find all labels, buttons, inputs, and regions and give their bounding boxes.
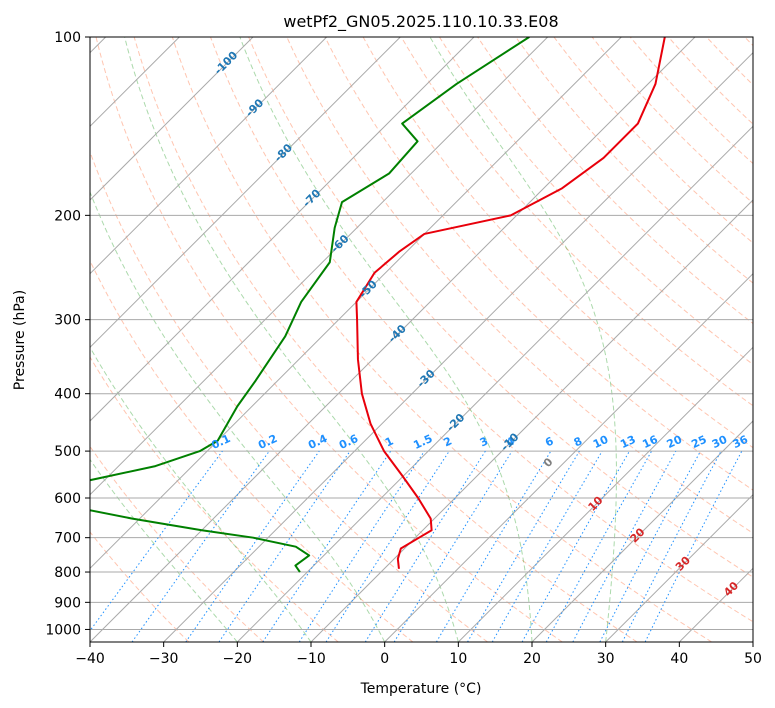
mixing-ratio-line: [325, 450, 450, 642]
y-tick-label: 900: [54, 595, 81, 611]
mixing-ratio-label: 16: [640, 433, 660, 451]
y-tick-label: 300: [54, 313, 81, 329]
mixing-ratio-line: [393, 450, 513, 642]
axes: −40 −30 −20 −10 0 10 20 30 40 50 100 200 300 400 500 60…: [45, 30, 762, 667]
dry-adiabat-line: [477, 37, 753, 325]
isotherm-line: [605, 493, 753, 642]
x-tick-label: −30: [149, 651, 179, 667]
y-tick-label: 200: [54, 208, 81, 224]
y-tick-label: 500: [54, 444, 81, 460]
dry-adiabat-line: [90, 531, 190, 642]
x-tick-label: 20: [523, 651, 541, 667]
dry-adiabat-line: [171, 37, 712, 642]
isotherm-line: [90, 37, 254, 201]
dry-adiabat-line: [133, 37, 638, 642]
x-tick-label: 40: [670, 651, 688, 667]
isotherm-line: [90, 37, 549, 496]
dry-adiabat-line: [210, 37, 753, 623]
moist-adiabat-line: [90, 458, 238, 642]
isotherm-line: [531, 420, 753, 642]
x-tick-label: 30: [597, 651, 615, 667]
mixing-ratio-label: 36: [731, 433, 751, 451]
dry-adiabat-line: [90, 259, 414, 642]
y-axis-label: Pressure (hPa): [12, 290, 28, 390]
isotherm-line: [90, 37, 328, 275]
x-axis-label: Temperature (°C): [360, 681, 482, 697]
dry-adiabat-line: [553, 37, 753, 244]
dry-adiabat-line: [95, 37, 563, 642]
mixing-ratio-label: 20: [665, 433, 685, 451]
isotherm-line: [384, 272, 753, 642]
isotherm-line: [457, 346, 753, 642]
mixing-ratio-line: [521, 450, 630, 642]
moist-adiabat-line: [90, 190, 386, 642]
dry-adiabat-line: [248, 37, 753, 578]
y-tick-label: 600: [54, 491, 81, 507]
mixing-ratio-line: [545, 450, 653, 642]
plot-frame: [89, 36, 754, 643]
dry-adiabat-line: [286, 37, 753, 534]
mixing-ratio-label: 10: [591, 433, 611, 451]
isotherm-line: [90, 37, 622, 570]
isotherm-line: [90, 37, 475, 422]
dry-adiabat-line: [591, 37, 753, 204]
mixing-ratio-label: 25: [689, 433, 708, 451]
mixing-ratio-line: [364, 450, 486, 642]
dewpoint-profile-line: [90, 37, 530, 573]
isotherm-line: [236, 125, 753, 642]
mixing-ratio-line: [467, 450, 580, 642]
dry-adiabat-line: [400, 37, 753, 407]
mixing-ratio-label: 30: [710, 433, 730, 451]
y-tick-label: 800: [54, 565, 81, 581]
y-tick-label: 700: [54, 531, 81, 547]
plot-background: [90, 37, 753, 642]
isotherm-line: [163, 51, 753, 642]
dry-adiabat-line: [324, 37, 753, 491]
moist-adiabat-line: [239, 37, 533, 642]
dry-adiabat-line: [439, 37, 753, 366]
x-tick-label: 10: [449, 651, 467, 667]
y-tick-label: 1000: [45, 622, 81, 638]
mixing-ratio-line: [435, 450, 552, 642]
moist-adiabat-line: [124, 37, 459, 642]
mixing-ratio-line: [90, 450, 223, 632]
y-tick-label: 100: [54, 30, 81, 46]
mixing-ratio-line: [218, 450, 351, 642]
chart-title: wetPf2_GN05.2025.110.10.33.E08: [283, 12, 558, 32]
y-tick-label: 400: [54, 387, 81, 403]
x-tick-label: 50: [744, 651, 762, 667]
x-tick-label: −20: [223, 651, 253, 667]
dry-adiabat-line: [90, 356, 339, 642]
x-tick-label: 0: [380, 651, 389, 667]
mixing-ratio-line: [185, 450, 320, 642]
isotherm-line: [752, 641, 753, 642]
plot-area: [90, 37, 753, 642]
mixing-ratio-line: [572, 450, 677, 642]
mixing-ratio-line: [491, 450, 603, 642]
moist-adiabat-line: [429, 37, 617, 642]
dry-adiabat-line: [90, 150, 488, 642]
isotherm-line: [90, 37, 401, 349]
mixing-ratio-label: 13: [618, 433, 637, 451]
x-tick-label: −40: [75, 651, 105, 667]
temperature-profile-line: [355, 37, 666, 569]
x-tick-label: −10: [296, 651, 326, 667]
mixing-ratio-line: [131, 450, 270, 642]
isotherm-line: [90, 37, 696, 642]
